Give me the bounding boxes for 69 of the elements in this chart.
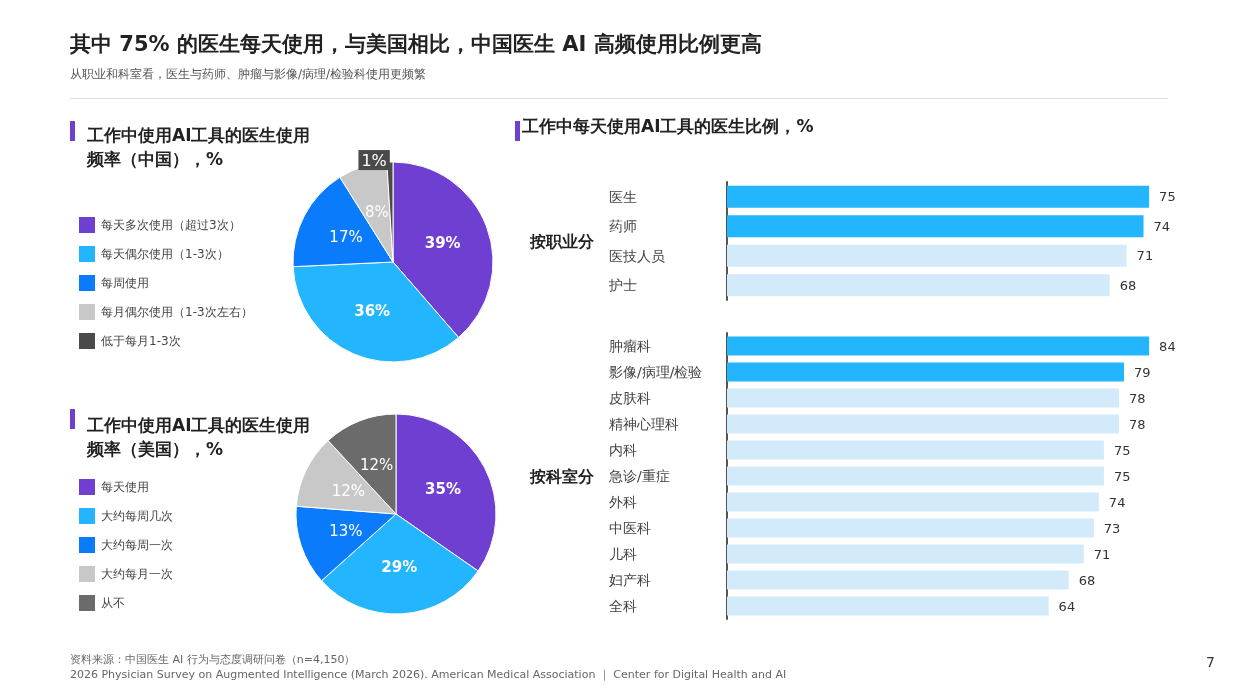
data-label: 64 <box>1058 598 1076 614</box>
legend-label: 每天多次使用（超过3次） <box>101 218 241 232</box>
data-label: 68 <box>1119 277 1137 293</box>
data-label: 78 <box>1128 416 1146 432</box>
y-tick-label: 医生 <box>609 188 637 205</box>
y-tick-label: 急诊/重症 <box>608 468 670 484</box>
data-label: 75 <box>1159 189 1176 205</box>
y-tick-label: 医技人员 <box>609 247 665 264</box>
legend-label: 每天偶尔使用（1-3次） <box>101 247 229 261</box>
bar <box>727 492 1099 512</box>
y-tick-label: 肿瘤科 <box>609 338 651 354</box>
bar <box>727 414 1119 434</box>
data-label: 29% <box>381 557 418 576</box>
text: 从职业和科室看，医生与药师、肿瘤与影像/病理/检验科使用更频繁 <box>70 66 427 83</box>
data-label: 12% <box>360 455 394 474</box>
y-axis-title: 按科室分 <box>529 466 595 486</box>
data-label: 17% <box>329 228 363 247</box>
bar <box>727 544 1084 564</box>
data-label: 36% <box>354 301 391 320</box>
bar <box>727 570 1069 590</box>
legend-label: 从不 <box>101 596 125 610</box>
data-label: 1% <box>361 150 387 170</box>
y-tick-label: 精神心理科 <box>609 416 679 432</box>
y-tick-label: 妇产科 <box>609 572 651 588</box>
y-tick-label: 皮肤科 <box>609 390 651 406</box>
bar <box>727 440 1104 460</box>
bar <box>727 466 1104 486</box>
legend-label: 大约每周一次 <box>101 538 173 552</box>
data-label: 75 <box>1113 442 1131 458</box>
legend-label: 每月偶尔使用（1-3次左右） <box>101 305 253 319</box>
y-axis-title: 按职业分 <box>529 231 595 251</box>
text: 2026 Physician Survey on Augmented Intelligence (March 2026). American Medical Association ｜ Center for Digital Health and AI <box>70 667 787 682</box>
y-tick-label: 内科 <box>609 442 637 458</box>
text: 7 <box>1206 654 1215 670</box>
chart-title: 工作中每天使用AI工具的医生比例，% <box>521 115 814 136</box>
data-label: 74 <box>1153 218 1171 234</box>
data-label: 71 <box>1093 546 1111 562</box>
data-label: 35% <box>425 480 461 499</box>
bar <box>727 388 1119 408</box>
bar <box>727 362 1124 382</box>
data-label: 71 <box>1136 248 1154 264</box>
chart-title: 工作中使用AI工具的医生使用频率（中国），% <box>86 125 311 169</box>
data-label: 84 <box>1159 338 1176 354</box>
text: 资料来源：中国医生 AI 行为与态度调研问卷（n=4,150） <box>70 652 357 667</box>
y-tick-label: 儿科 <box>609 546 637 562</box>
bar <box>727 518 1094 538</box>
bar <box>727 336 1150 356</box>
data-label: 68 <box>1078 572 1096 588</box>
y-tick-label: 影像/病理/检验 <box>609 364 703 380</box>
data-label: 74 <box>1108 494 1126 510</box>
data-label: 13% <box>329 522 363 540</box>
data-label: 39% <box>424 234 461 253</box>
legend-label: 大约每周几次 <box>101 509 173 523</box>
y-tick-label: 中医科 <box>609 520 651 536</box>
text: 其中 75% 的医生每天使用，与美国相比，中国医生 AI 高频使用比例更高 <box>70 31 762 58</box>
y-tick-label: 药师 <box>609 218 637 235</box>
legend-label: 每周使用 <box>101 276 149 290</box>
data-label: 79 <box>1133 364 1151 380</box>
data-label: 75 <box>1113 468 1131 484</box>
data-label: 73 <box>1103 520 1121 536</box>
legend-label: 大约每月一次 <box>101 567 173 581</box>
bar <box>727 596 1049 616</box>
y-tick-label: 护士 <box>608 277 637 294</box>
y-tick-label: 全科 <box>609 598 637 614</box>
y-tick-label: 外科 <box>609 494 637 510</box>
data-label: 78 <box>1128 390 1146 406</box>
text: 工作中使用AI工具的医生使用频率（美国），% <box>86 415 311 459</box>
legend-label: 低于每月1-3次 <box>101 334 181 348</box>
legend-label: 每天使用 <box>101 480 149 494</box>
